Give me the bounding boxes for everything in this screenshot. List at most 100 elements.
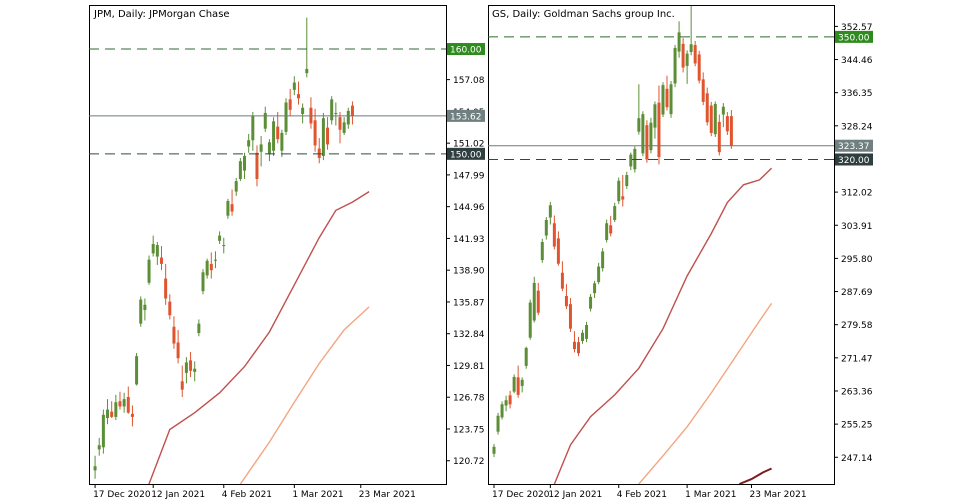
gs-y-tick-label: 312.02: [841, 189, 873, 199]
gs-candle: [665, 75, 669, 111]
gs-chart[interactable]: GS, Daily: Goldman Sachs group Inc. 352.…: [488, 0, 972, 501]
gs-candle: [528, 299, 532, 340]
jpm-candle: [226, 198, 230, 219]
jpm-candle: [218, 231, 222, 244]
gs-x-tick-label: 4 Feb 2021: [617, 490, 667, 500]
jpm-candle: [280, 129, 284, 157]
jpm-candle: [197, 319, 201, 337]
gs-candle: [717, 114, 721, 156]
gs-candle: [725, 112, 729, 135]
jpm-candle: [288, 88, 292, 117]
jpm-candle: [330, 96, 334, 125]
jpm-candle: [193, 361, 197, 382]
gs-y-tick-label: 279.58: [841, 321, 873, 331]
gs-moving-average-line: [638, 303, 773, 484]
jpm-candle: [101, 409, 105, 454]
jpm-candle: [350, 101, 354, 125]
jpm-y-tick-label: 151.02: [453, 140, 485, 150]
gs-series-group: [492, 6, 773, 484]
jpm-candle: [305, 17, 309, 78]
jpm-last-price-label: 153.62: [450, 112, 482, 122]
jpm-candle: [334, 102, 338, 126]
gs-candle: [649, 117, 653, 154]
gs-y-tick-label: 303.91: [841, 222, 873, 232]
gs-candle: [681, 38, 685, 73]
jpm-x-tick-label: 1 Mar 2021: [292, 490, 343, 500]
jpm-candle: [209, 252, 213, 279]
gs-x-tick-label: 1 Mar 2021: [685, 490, 736, 500]
gs-candle: [516, 365, 520, 398]
jpm-last-price-tag: 153.62: [447, 109, 485, 122]
jpm-candle: [184, 357, 188, 384]
gs-candle: [552, 215, 556, 250]
jpm-candle: [205, 258, 209, 279]
gs-candle: [564, 284, 568, 310]
jpm-candle: [151, 235, 155, 257]
jpm-candle: [296, 81, 300, 105]
gs-plot-area: [488, 5, 835, 485]
jpm-candle: [230, 189, 234, 216]
gs-candle: [645, 120, 649, 163]
jpm-candle: [346, 107, 350, 129]
jpm-candle: [276, 111, 280, 144]
gs-candle: [693, 40, 697, 67]
gs-chart-title: GS, Daily: Goldman Sachs group Inc.: [492, 9, 675, 20]
jpm-chart-title: JPM, Daily: JPMorgan Chase: [93, 9, 230, 20]
gs-candle: [625, 171, 629, 189]
jpm-candle: [251, 111, 255, 151]
gs-candle: [504, 395, 508, 412]
jpm-candle: [201, 269, 205, 295]
jpm-candle: [176, 329, 180, 364]
jpm-candle: [222, 237, 226, 254]
jpm-y-tick-label: 144.96: [453, 203, 485, 213]
jpm-x-tick-label: 4 Feb 2021: [222, 490, 272, 500]
gs-x-tick-label: 23 Mar 2021: [750, 490, 807, 500]
jpm-y-tick-label: 147.99: [453, 171, 485, 181]
jpm-candle: [189, 351, 193, 378]
jpm-candle: [321, 112, 325, 161]
jpm-y-tick-label: 157.08: [453, 76, 485, 86]
gs-candle: [685, 50, 689, 84]
gs-candle: [713, 101, 717, 138]
jpm-candle: [326, 117, 330, 150]
gs-candle: [637, 84, 641, 135]
gs-candle: [705, 87, 709, 126]
gs-candle: [661, 82, 665, 117]
gs-candle: [597, 262, 601, 285]
gs-level-price-label: 350.00: [838, 33, 870, 43]
jpm-y-tick-label: 135.87: [453, 298, 485, 308]
jpm-y-tick-label: 141.93: [453, 235, 485, 245]
jpm-chart[interactable]: JPM, Daily: JPMorgan Chase 157.08154.051…: [0, 0, 490, 501]
gs-candle: [593, 280, 597, 299]
jpm-candle: [213, 251, 217, 269]
gs-candle: [669, 81, 673, 118]
gs-candle: [613, 202, 617, 223]
gs-y-tick-label: 344.46: [841, 56, 873, 66]
gs-y-tick-label: 295.80: [841, 255, 873, 265]
gs-last-price-tag: 323.37: [835, 139, 873, 152]
jpm-candle: [93, 455, 97, 479]
jpm-candle: [126, 386, 130, 414]
gs-candle: [540, 238, 544, 263]
jpm-moving-average-line: [148, 191, 370, 484]
jpm-candle: [164, 263, 168, 305]
jpm-level-price-tag: 160.00: [447, 43, 485, 56]
gs-candle: [532, 276, 536, 323]
gs-y-tick-label: 328.24: [841, 122, 873, 132]
gs-candle: [709, 101, 713, 137]
jpm-candle: [342, 117, 346, 135]
gs-y-tick-label: 271.47: [841, 354, 873, 364]
gs-candle: [572, 331, 576, 353]
gs-candle: [641, 111, 645, 157]
jpm-candle: [106, 399, 110, 425]
jpm-candle: [159, 246, 163, 271]
jpm-candle: [180, 365, 184, 398]
jpm-plot-frame: [89, 5, 447, 485]
gs-x-tick-label: 17 Dec 2020: [492, 490, 550, 500]
gs-candle: [508, 390, 512, 409]
jpm-candle: [110, 401, 114, 418]
jpm-x-tick-label: 23 Mar 2021: [359, 490, 416, 500]
gs-level-price-tag: 320.00: [835, 153, 873, 166]
gs-candle: [589, 293, 593, 312]
jpm-candle: [309, 97, 313, 129]
